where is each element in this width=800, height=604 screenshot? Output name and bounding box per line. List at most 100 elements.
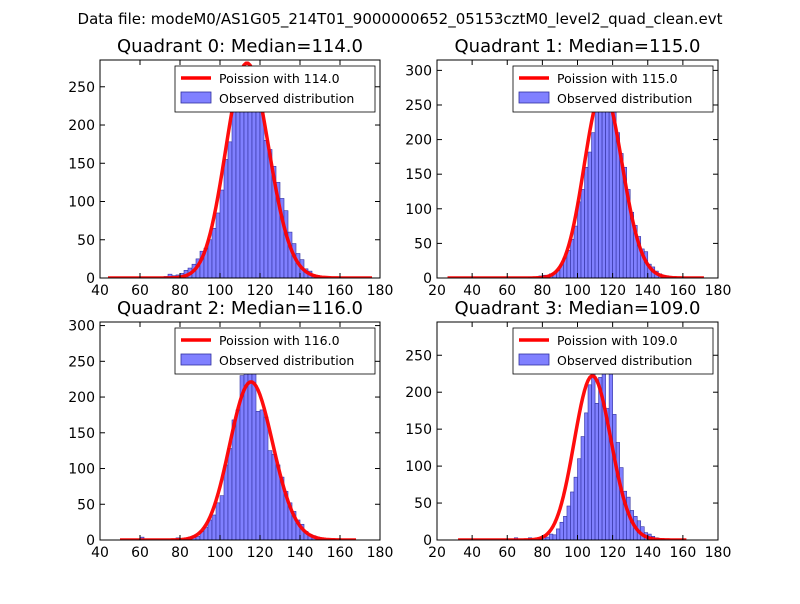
panel-title: Quadrant 2: Median=116.0 [117,298,363,319]
histogram-bar [584,412,589,540]
y-tick-label: 300 [68,319,95,335]
y-tick-label: 150 [405,422,432,438]
histogram-bar [591,132,596,278]
x-tick-label: 60 [498,545,516,561]
x-tick-label: 80 [171,545,189,561]
panel-quadrant-0: Quadrant 0: Median=114.0 40 60 80 100 120 140 1… [68,36,393,299]
panel-title: Quadrant 0: Median=114.0 [117,36,363,57]
x-tick-label: 160 [327,545,354,561]
y-tick-label: 250 [405,98,432,114]
histogram-bar [235,409,241,540]
histogram-bar [605,87,610,278]
y-tick-label: 200 [405,133,432,149]
legend-bar-swatch [180,353,212,366]
y-tick-label: 250 [405,348,432,364]
legend-label: Observed distribution [219,91,354,106]
plot-frame [99,321,381,541]
histogram-bar [231,101,237,278]
histogram-bar [247,368,253,540]
y-tick-label: 200 [405,385,432,401]
legend-label: Observed distribution [557,353,692,368]
legend-label: Poission with 114.0 [219,71,340,86]
histogram-bar [215,212,221,278]
histogram-bar [211,514,217,540]
x-tick-label: 20 [428,283,446,299]
plot-area [120,364,357,540]
y-tick-label: 100 [405,459,432,475]
x-tick-label: 120 [247,545,274,561]
panel-quadrant-1: Quadrant 1: Median=115.0 20 40 60 80 100 120 14… [405,36,731,299]
x-tick-label: 140 [634,545,661,561]
x-tick-label: 120 [247,283,274,299]
y-tick-label: 0 [86,533,95,549]
y-tick-label: 150 [68,426,95,442]
y-tick-label: 50 [77,497,95,513]
x-tick-label: 80 [533,283,551,299]
histogram-bar [235,101,241,278]
legend: Poission with 114.0 Observed distribution [174,65,376,113]
poisson-curve [120,380,357,540]
histogram-bar [259,409,265,540]
histogram-bar [239,90,245,278]
histogram-bar [570,491,575,540]
histogram-bar [577,201,582,278]
panel-quadrant-3: Quadrant 3: Median=109.0 20 40 60 80 100 120 14… [405,298,731,561]
histogram-bar [223,159,229,278]
y-tick-label: 300 [405,63,432,79]
y-tick-label: 250 [68,354,95,370]
x-tick-label: 160 [670,545,697,561]
histogram-bar [563,516,568,540]
legend: Poission with 109.0 Observed distribution [512,327,714,375]
x-tick-label: 80 [171,283,189,299]
histogram-bar [283,210,289,278]
x-tick-label: 140 [287,545,314,561]
y-tick-label: 150 [405,167,432,183]
histogram-bar [559,521,564,540]
y-tick-label: 250 [68,80,95,96]
histogram-bar [219,495,225,540]
x-tick-label: 40 [463,283,481,299]
plot-area [447,73,704,278]
x-tick-label: 40 [91,283,109,299]
y-tick-label: 50 [414,236,432,252]
histogram-bar [608,111,613,278]
panel-quadrant-2: Quadrant 2: Median=116.0 40 60 80 100 120 140 1… [68,298,393,561]
x-tick-label: 100 [207,545,234,561]
y-tick-label: 100 [68,195,95,211]
histogram-bar [251,364,257,540]
legend-bar-swatch [518,91,550,104]
histogram-bar [549,533,554,540]
histogram-bar [243,368,249,540]
y-tick-label: 150 [68,156,95,172]
histogram-bar [570,238,575,278]
x-tick-label: 100 [564,283,591,299]
histogram-bar [615,442,620,540]
x-tick-label: 40 [91,545,109,561]
x-tick-label: 180 [705,545,732,561]
y-tick-label: 50 [414,496,432,512]
histogram-bar [612,414,617,540]
x-tick-label: 100 [564,545,591,561]
legend-bar-swatch [180,91,212,104]
plot-area [458,349,687,540]
y-tick-label: 0 [423,533,432,549]
histogram-bar [587,384,592,540]
x-tick-label: 160 [670,283,697,299]
histogram-bar [573,225,578,278]
y-tick-label: 0 [86,271,95,287]
histogram-bar [566,505,571,540]
y-tick-label: 0 [423,271,432,287]
histogram-bar [573,476,578,540]
histogram-bar [223,464,229,540]
histogram-bar [255,411,261,540]
histogram-bar [267,450,273,540]
histogram-bar [263,140,269,278]
legend: Poission with 115.0 Observed distribution [512,65,714,113]
legend-box [512,65,714,113]
y-tick-label: 200 [68,390,95,406]
histogram-bar [598,99,603,278]
legend-bar-swatch [518,353,550,366]
x-tick-label: 180 [705,283,732,299]
x-tick-label: 60 [498,283,516,299]
